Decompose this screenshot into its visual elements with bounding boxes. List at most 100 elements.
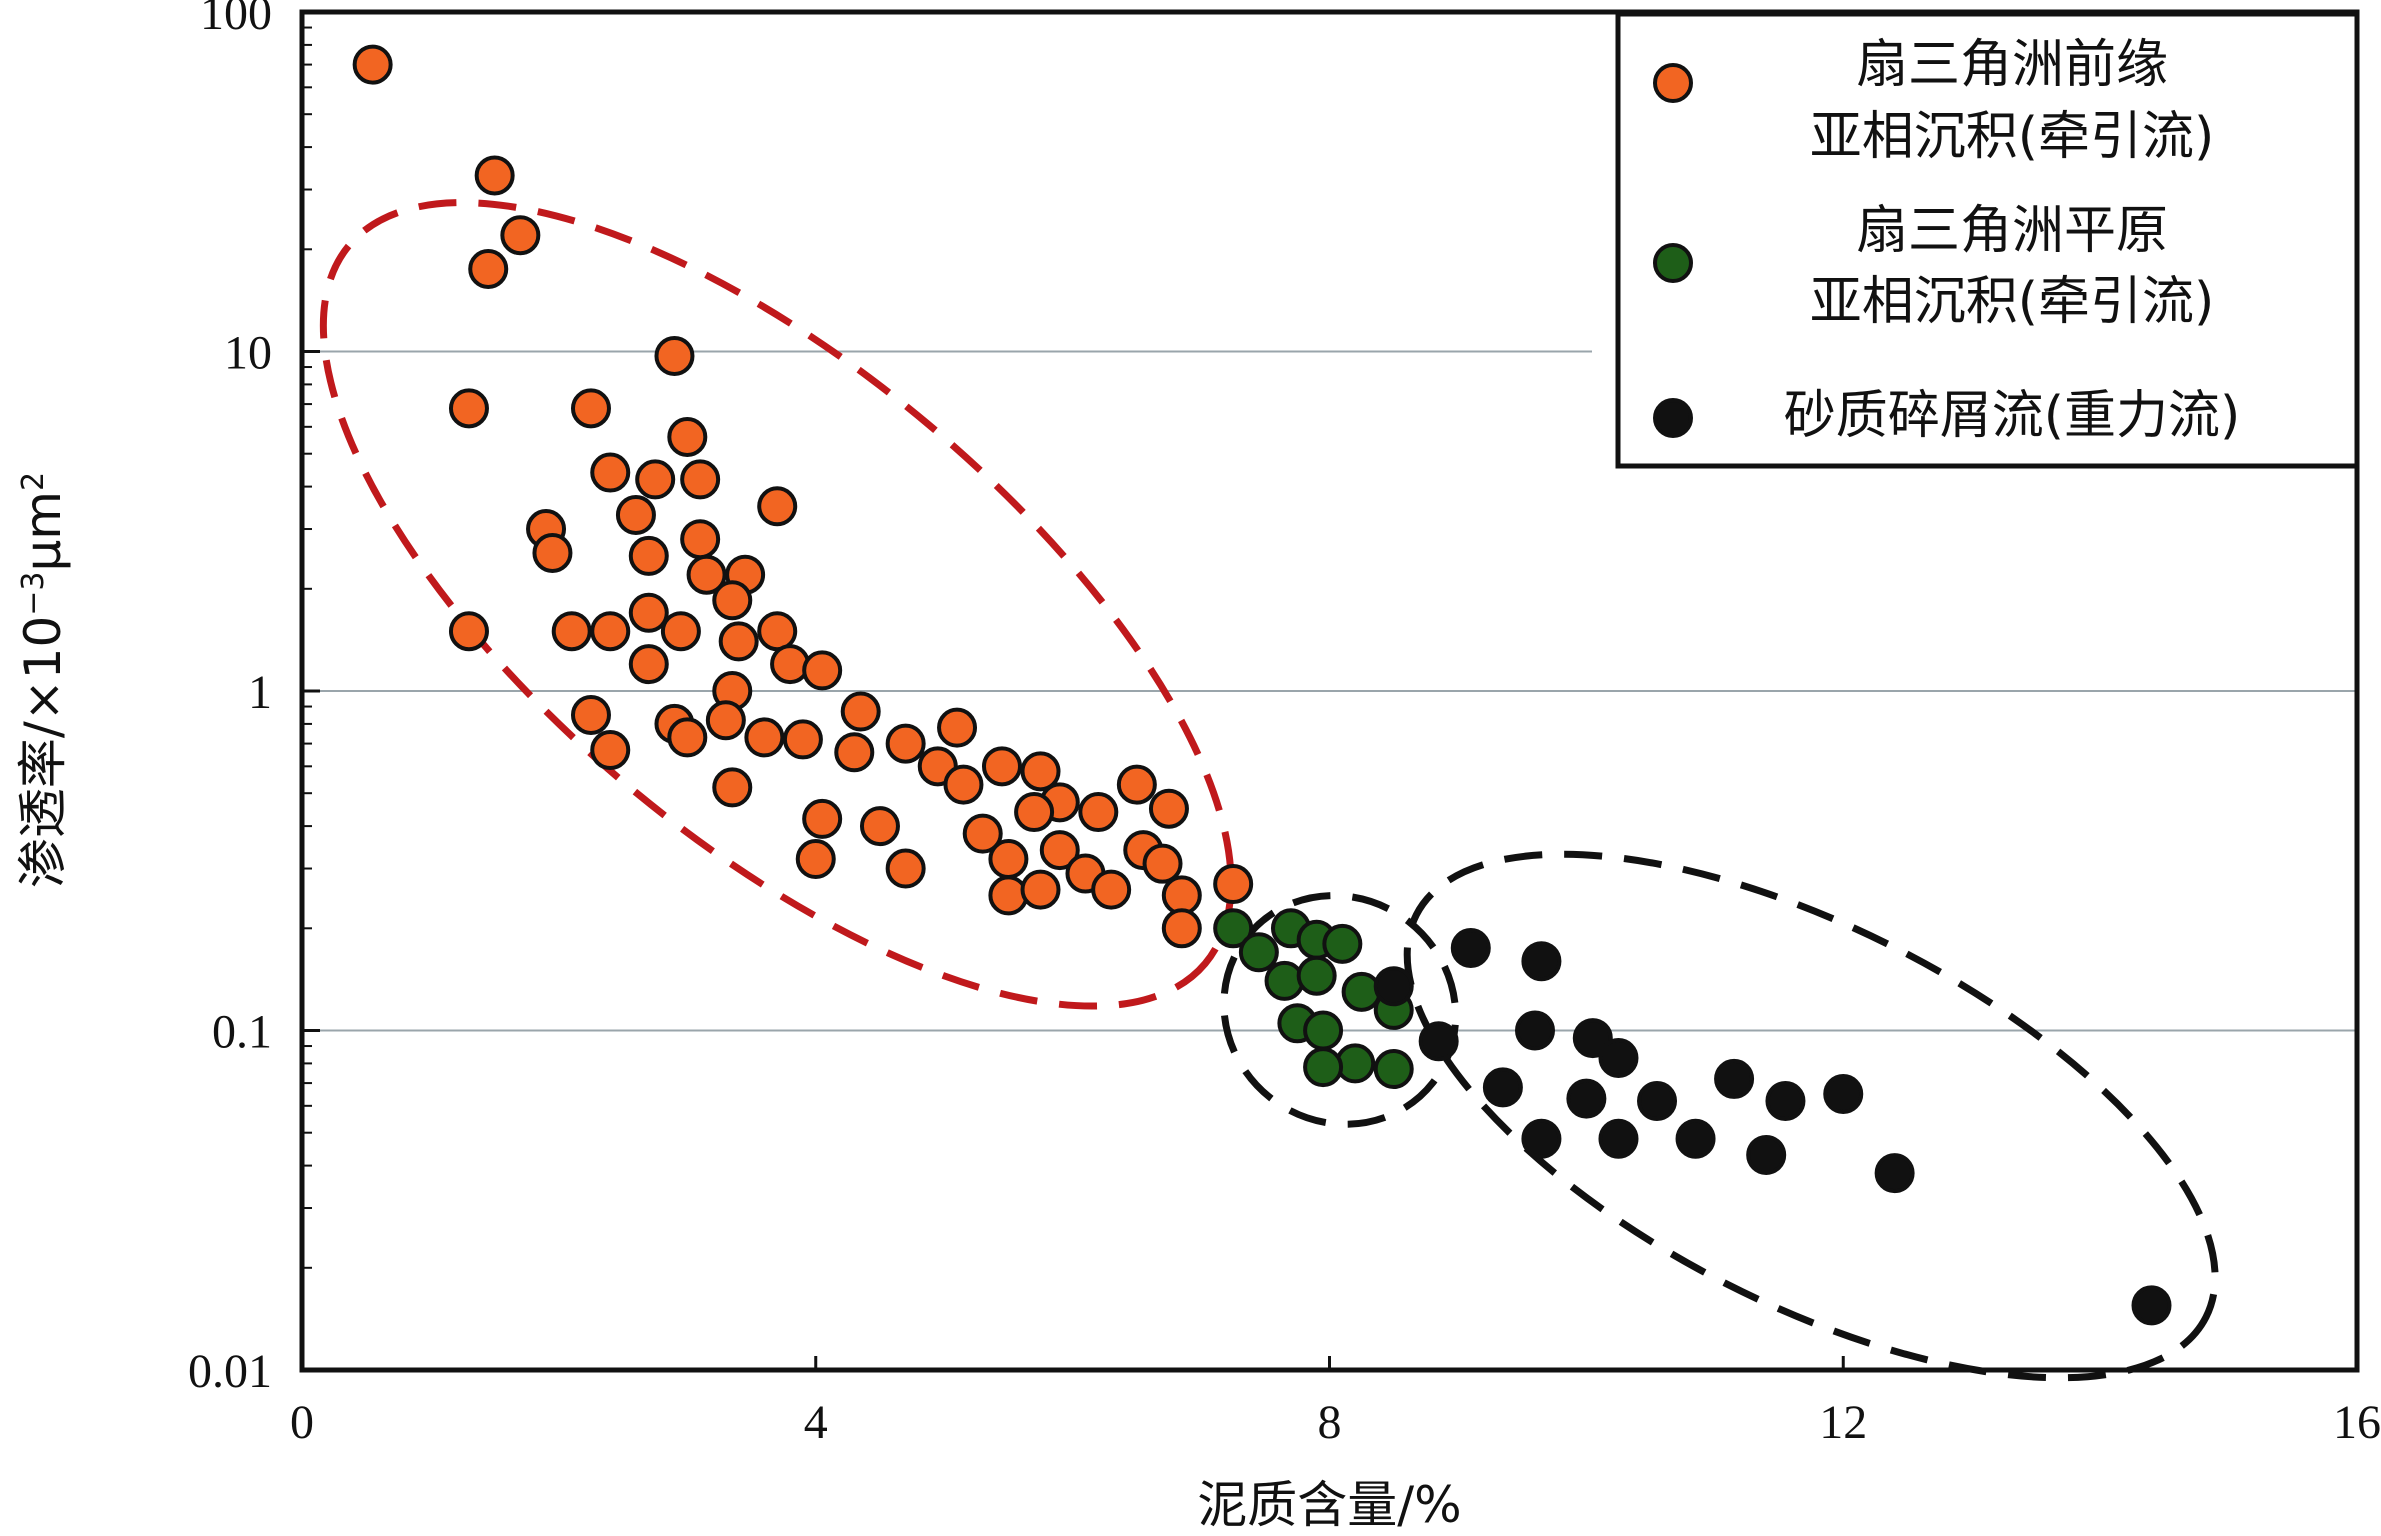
point-fan-delta-front: [590, 611, 631, 652]
ellipse-debris: [1403, 850, 2219, 1382]
point-fan-delta-front: [1161, 875, 1202, 916]
x-tick-label: 16: [2333, 1396, 2381, 1449]
point-fan-delta-front: [1213, 864, 1254, 905]
point-fan-delta-front: [943, 764, 984, 805]
y-axis-label: 渗透率/×10−3μm2: [14, 472, 72, 888]
point-fan-delta-front: [802, 798, 843, 839]
point-fan-delta-front: [981, 746, 1022, 787]
point-fan-delta-front: [474, 155, 515, 196]
legend-label-front-2: 亚相沉积(牵引流): [1810, 107, 2215, 167]
legend: 扇三角洲前缘 亚相沉积(牵引流) 扇三角洲平原 亚相沉积(牵引流) 砂质碎屑流(…: [1615, 11, 2360, 469]
point-fan-delta-front: [885, 723, 926, 764]
point-fan-delta-front: [802, 650, 843, 691]
legend-label-front-1: 扇三角洲前缘: [1856, 35, 2168, 95]
point-fan-delta-front: [712, 767, 753, 808]
point-fan-delta-front: [834, 732, 875, 773]
y-axis-label-exp: −3: [16, 572, 51, 616]
point-debris-flow: [1598, 1118, 1639, 1159]
x-tick-label: 8: [1318, 1396, 1342, 1449]
point-fan-delta-front: [500, 215, 541, 256]
point-fan-delta-front: [628, 592, 669, 633]
point-debris-flow: [1450, 927, 1491, 968]
point-fan-delta-front: [1116, 764, 1157, 805]
point-fan-delta-plain: [1373, 1049, 1414, 1090]
point-fan-delta-front: [654, 335, 695, 376]
point-fan-delta-front: [635, 459, 676, 500]
point-debris-flow: [1675, 1118, 1716, 1159]
point-debris-flow: [1874, 1153, 1915, 1194]
x-tick-label: 0: [290, 1396, 314, 1449]
point-fan-delta-front: [962, 813, 1003, 854]
legend-marker-plain: [1653, 243, 1693, 283]
point-fan-delta-front: [712, 580, 753, 621]
point-fan-delta-front: [988, 875, 1029, 916]
point-debris-flow: [1373, 966, 1414, 1007]
point-fan-delta-front: [667, 717, 708, 758]
point-debris-flow: [1566, 1078, 1607, 1119]
point-debris-flow: [1765, 1080, 1806, 1121]
ellipse-front: [319, 199, 1235, 1010]
y-axis-label-unit: μm: [14, 491, 72, 572]
point-fan-delta-front: [705, 700, 746, 741]
y-tick-label: 0.01: [188, 1345, 272, 1398]
y-tick-label: 0.1: [212, 1006, 272, 1059]
point-fan-delta-front: [686, 554, 727, 595]
y-axis-label-main: 渗透率/×10: [14, 616, 72, 888]
point-fan-delta-front: [352, 44, 393, 85]
point-fan-delta-front: [840, 691, 881, 732]
legend-marker-front: [1653, 63, 1693, 103]
legend-label-plain-2: 亚相沉积(牵引流): [1810, 272, 2215, 332]
point-fan-delta-front: [1020, 869, 1061, 910]
point-fan-delta-front: [782, 719, 823, 760]
point-fan-delta-front: [1039, 830, 1080, 871]
x-tick-label: 12: [1819, 1396, 1867, 1449]
point-fan-delta-plain: [1213, 908, 1254, 949]
point-fan-delta-front: [1091, 869, 1132, 910]
x-axis-label: 泥质含量/%: [1197, 1476, 1461, 1534]
point-fan-delta-front: [1014, 792, 1055, 833]
point-debris-flow: [1521, 941, 1562, 982]
point-debris-flow: [1515, 1010, 1555, 1051]
point-fan-delta-plain: [1303, 1010, 1344, 1051]
point-fan-delta-front: [590, 452, 631, 493]
point-fan-delta-front: [628, 644, 669, 685]
point-fan-delta-front: [1148, 788, 1189, 829]
y-tick-label: 1: [248, 666, 272, 719]
point-debris-flow: [1418, 1021, 1459, 1062]
point-fan-delta-front: [660, 611, 701, 652]
point-fan-delta-front: [1161, 908, 1202, 949]
point-fan-delta-front: [718, 621, 759, 662]
point-fan-delta-front: [859, 806, 900, 847]
y-tick-label: 100: [200, 0, 272, 40]
point-fan-delta-front: [667, 416, 708, 457]
point-debris-flow: [1823, 1074, 1864, 1115]
point-debris-flow: [1714, 1058, 1755, 1099]
point-fan-delta-front: [757, 486, 798, 527]
point-fan-delta-front: [448, 388, 489, 429]
legend-label-debris: 砂质碎屑流(重力流): [1784, 386, 2241, 446]
point-fan-delta-plain: [1322, 923, 1363, 964]
point-debris-flow: [1598, 1037, 1639, 1078]
point-fan-delta-plain: [1296, 955, 1337, 996]
point-fan-delta-front: [615, 494, 656, 535]
point-debris-flow: [1746, 1134, 1787, 1175]
point-fan-delta-front: [551, 611, 592, 652]
data-points: [352, 44, 2172, 1326]
legend-label-plain-1: 扇三角洲平原: [1856, 201, 2168, 261]
point-fan-delta-front: [885, 848, 926, 889]
point-debris-flow: [2131, 1285, 2172, 1326]
point-fan-delta-front: [937, 707, 978, 748]
point-fan-delta-front: [795, 839, 836, 880]
point-fan-delta-plain: [1303, 1047, 1344, 1088]
point-fan-delta-front: [757, 611, 798, 652]
point-fan-delta-front: [570, 388, 611, 429]
point-fan-delta-front: [744, 717, 785, 758]
svg-text:渗透率/×10−3μm2: 渗透率/×10−3μm2: [14, 472, 72, 888]
point-fan-delta-plain: [1238, 932, 1279, 973]
point-fan-delta-front: [770, 644, 811, 685]
point-fan-delta-front: [468, 248, 509, 289]
point-fan-delta-plain: [1264, 960, 1305, 1001]
point-debris-flow: [1637, 1080, 1678, 1121]
point-debris-flow: [1482, 1067, 1523, 1108]
